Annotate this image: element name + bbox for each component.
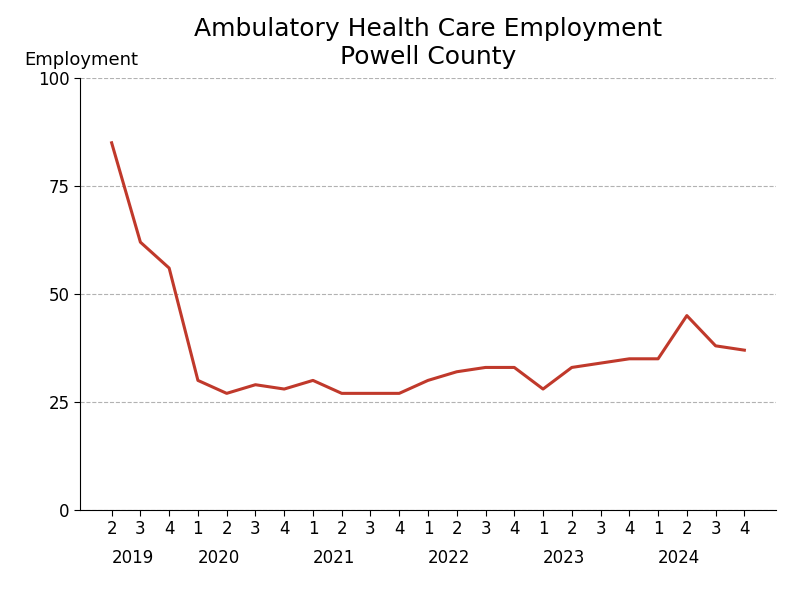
Text: 2024: 2024 [658,549,700,567]
Text: 2022: 2022 [428,549,470,567]
Text: Employment: Employment [24,52,138,70]
Text: 2019: 2019 [112,549,154,567]
Text: 2020: 2020 [198,549,240,567]
Text: 2023: 2023 [543,549,586,567]
Text: 2021: 2021 [313,549,355,567]
Title: Ambulatory Health Care Employment
Powell County: Ambulatory Health Care Employment Powell… [194,17,662,69]
